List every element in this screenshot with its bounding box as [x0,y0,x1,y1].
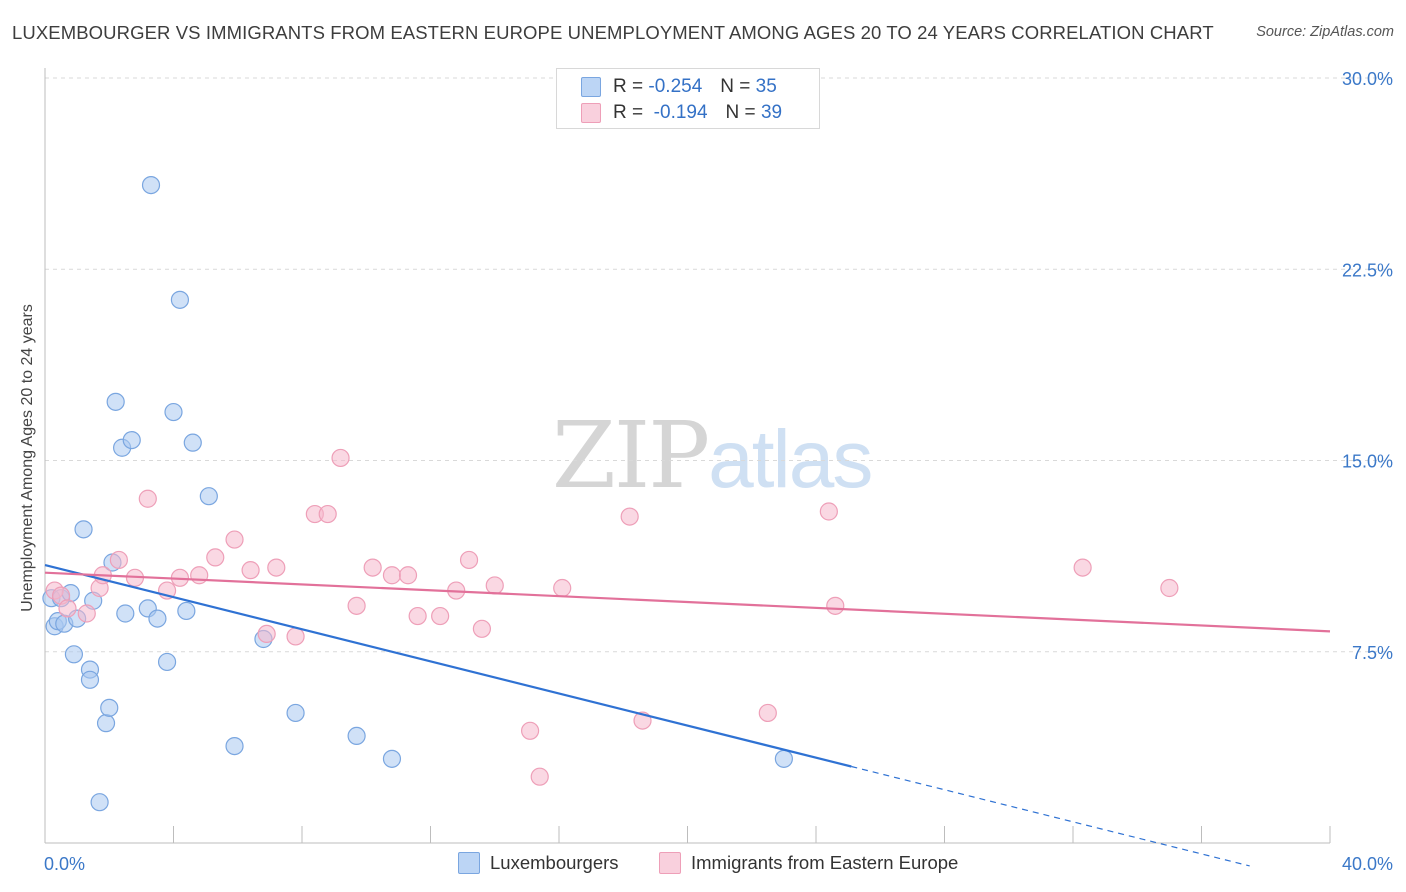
x-tick-label: 0.0% [44,854,85,874]
data-point-luxembourger [80,670,100,689]
data-point-immigrant [331,448,350,468]
data-point-luxembourger [225,736,244,756]
chart-title: LUXEMBOURGER VS IMMIGRANTS FROM EASTERN … [12,22,1214,43]
data-point-immigrant [826,596,845,615]
y-tick-label: 15.0% [1342,452,1393,472]
data-point-immigrant [109,550,128,570]
source-label: Source: ZipAtlas.com [1256,24,1394,40]
data-point-immigrant [138,489,157,508]
data-point-immigrant [267,558,286,577]
bottom-legend-label: Luxembourgers [490,852,619,873]
data-point-immigrant [225,530,244,549]
data-point-luxembourger [100,698,119,717]
watermark-zip: ZIP [552,402,710,509]
data-point-luxembourger [199,487,218,506]
trend-line-immigrant [44,571,1331,633]
bottom-legend-swatch-blue [458,852,480,874]
data-point-immigrant [190,566,209,585]
data-point-immigrant [318,504,337,524]
legend-n-value: 35 [755,76,777,97]
data-point-immigrant [206,548,225,567]
data-point-luxembourger [170,290,190,309]
trend-line-extension-luxembourger [851,765,1250,867]
data-point-luxembourger [64,645,84,664]
data-point-immigrant [257,624,276,644]
correlation-legend: R = -0.254 N = 35 R = -0.194 N = 39 [556,68,820,129]
data-point-luxembourger [382,749,402,768]
data-point-luxembourger [774,749,793,768]
legend-n-value: 39 [760,102,783,123]
data-point-immigrant [58,599,77,618]
data-point-luxembourger [141,176,161,195]
data-point-immigrant [408,606,427,626]
data-point-immigrant [485,576,504,595]
y-tick-label: 30.0% [1342,69,1393,89]
data-point-luxembourger [347,726,366,746]
bottom-legend-luxembourgers: Luxembourgers [458,852,619,874]
legend-r-value: -0.254 [648,76,703,97]
data-point-immigrant [553,578,572,598]
data-point-luxembourger [183,433,202,452]
data-point-luxembourger [164,402,183,422]
y-tick-label: 22.5% [1342,260,1393,280]
legend-row-immigrants: R = -0.194 N = 39 [581,101,782,125]
data-point-immigrant [459,550,479,570]
legend-r-label: R = [613,76,644,97]
x-tick-label: 40.0% [1342,854,1393,874]
data-point-immigrant [819,502,838,521]
data-point-luxembourger [96,714,116,733]
legend-n-label: N = [720,76,751,97]
legend-row-luxembourgers: R = -0.254 N = 35 [581,75,777,99]
legend-n-label: N = [725,102,756,123]
data-point-immigrant [758,703,777,723]
data-point-luxembourger [90,793,109,812]
data-point-immigrant [431,606,450,626]
data-point-luxembourger [106,392,125,411]
data-point-immigrant [77,604,96,623]
legend-swatch-blue [581,77,601,97]
bottom-legend-immigrants: Immigrants from Eastern Europe [659,852,958,874]
watermark-atlas: atlas [708,414,873,505]
data-point-luxembourger [177,601,196,621]
data-point-immigrant [530,767,549,786]
data-point-immigrant [520,721,540,740]
trend-line-luxembourger [44,563,852,768]
y-axis-label: Unemployment Among Ages 20 to 24 years [19,304,36,612]
data-point-immigrant [363,558,382,577]
legend-swatch-pink [581,103,601,123]
legend-r-label: R = [613,102,644,123]
data-point-luxembourger [122,431,141,450]
data-point-immigrant [347,596,366,615]
data-point-luxembourger [157,652,177,672]
bottom-legend-swatch-pink [659,852,681,874]
data-point-immigrant [620,507,639,526]
bottom-legend-label: Immigrants from Eastern Europe [691,852,959,873]
data-point-immigrant [472,619,491,638]
data-point-immigrant [286,627,305,646]
data-point-immigrant [241,561,260,580]
legend-r-value: -0.194 [653,102,708,123]
data-point-immigrant [398,566,418,585]
y-tick-label: 7.5% [1352,643,1393,663]
data-point-immigrant [1073,558,1092,577]
data-point-luxembourger [116,604,135,623]
data-point-luxembourger [286,703,305,723]
data-point-immigrant [382,566,402,585]
watermark: ZIPatlas [552,400,873,510]
data-point-luxembourger [148,609,167,628]
data-point-immigrant [1160,578,1179,598]
data-point-luxembourger [74,520,93,539]
